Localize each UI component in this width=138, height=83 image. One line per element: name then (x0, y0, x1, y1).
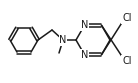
Text: Cl: Cl (122, 56, 132, 66)
Text: N: N (81, 50, 88, 60)
Text: N: N (59, 35, 67, 45)
Text: N: N (81, 20, 88, 30)
Text: Cl: Cl (122, 13, 132, 23)
